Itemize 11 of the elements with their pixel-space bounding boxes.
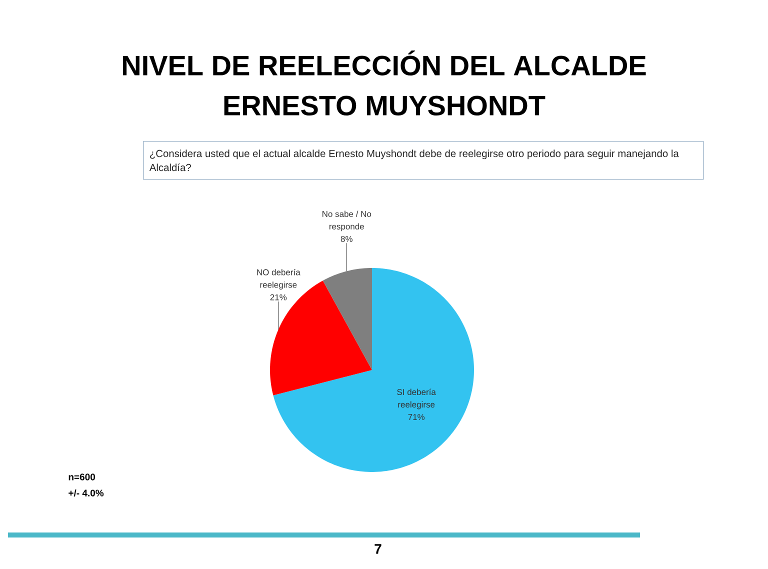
chart-subtitle: ¿Considera usted que el actual alcalde Ernesto Muyshondt debe de reelegirse otro periodo para seguir manejando la Alcaldía? [149,150,679,172]
data-label: 21% [270,294,287,300]
slice-label: SI debería reelegirse [397,388,436,410]
text: 7 [374,544,382,554]
slice-label: NO debería reelegirse [257,268,300,290]
text: +/- 4.0% [68,489,104,497]
chart-title: NIVEL DE REELECCIÓN DEL ALCALDE ERNESTO MUYSHONDT [122,50,646,116]
text: n=600 [68,474,96,480]
data-label: 8% [340,236,352,242]
data-label: 71% [408,414,425,420]
slice-label: No sabe / No responde [322,210,372,232]
